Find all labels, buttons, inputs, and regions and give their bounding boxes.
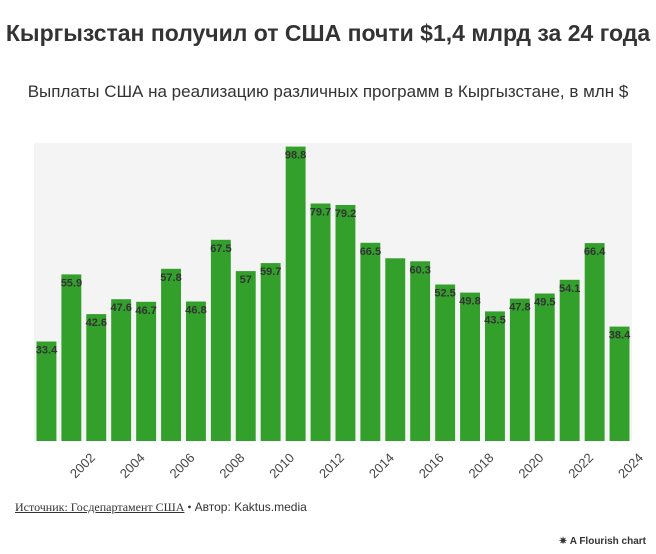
data-label-2024: 38.4 bbox=[609, 330, 631, 342]
bar-2016[interactable] bbox=[410, 261, 431, 441]
bar-2018[interactable] bbox=[460, 292, 480, 441]
data-label-2011: 98.8 bbox=[285, 150, 306, 162]
plot-background bbox=[34, 143, 632, 441]
x-tick-label-2012: 2012 bbox=[316, 450, 347, 481]
footer: Источник: Госдепартамент США • Автор: Ka… bbox=[15, 500, 307, 515]
data-label-2001: 33.4 bbox=[36, 345, 58, 357]
bar-2023[interactable] bbox=[584, 243, 605, 441]
chart-subtitle: Выплаты США на реализацию различных прог… bbox=[27, 82, 629, 101]
bar-2019[interactable] bbox=[485, 311, 505, 441]
x-tick-label-2004: 2004 bbox=[117, 450, 148, 481]
data-label-2006: 57.8 bbox=[160, 272, 181, 284]
data-label-2014: 66.5 bbox=[360, 246, 381, 258]
data-label-2018: 49.8 bbox=[459, 296, 480, 308]
x-tick-label-2018: 2018 bbox=[466, 450, 497, 481]
data-label-2005: 46.7 bbox=[135, 305, 156, 317]
data-label-2003: 42.6 bbox=[86, 317, 107, 329]
bar-2010[interactable] bbox=[260, 263, 281, 441]
bar-2001[interactable] bbox=[36, 341, 57, 442]
x-tick-label-2006: 2006 bbox=[167, 450, 198, 481]
bar-2006[interactable] bbox=[161, 268, 181, 441]
bar-2011[interactable] bbox=[285, 146, 306, 441]
data-label-2013: 79.2 bbox=[335, 208, 356, 220]
bar-2005[interactable] bbox=[136, 301, 157, 441]
data-label-2004: 47.6 bbox=[110, 302, 131, 314]
x-tick-label-2008: 2008 bbox=[216, 450, 247, 481]
bar-2004[interactable] bbox=[111, 299, 132, 441]
data-label-2012: 79.7 bbox=[310, 207, 331, 219]
data-label-2022: 54.1 bbox=[559, 283, 580, 295]
x-tick-label-2016: 2016 bbox=[416, 450, 447, 481]
data-label-2017: 52.5 bbox=[434, 288, 455, 300]
data-label-2023: 66.4 bbox=[584, 246, 606, 258]
x-tick-label-2024: 2024 bbox=[615, 450, 646, 481]
source-link[interactable]: Источник: Госдепартамент США bbox=[15, 500, 185, 514]
x-tick-label-2002: 2002 bbox=[67, 450, 98, 481]
bar-2017[interactable] bbox=[435, 284, 456, 442]
bar-2014[interactable] bbox=[360, 242, 381, 441]
bar-2022[interactable] bbox=[559, 279, 580, 441]
bar-2012[interactable] bbox=[310, 203, 331, 442]
bar-2015[interactable] bbox=[385, 258, 406, 441]
x-tick-label-2010: 2010 bbox=[266, 450, 297, 481]
bar-2007[interactable] bbox=[186, 301, 206, 442]
footer-separator: • bbox=[184, 500, 195, 514]
bar-2008[interactable] bbox=[210, 239, 231, 441]
bar-2009[interactable] bbox=[235, 271, 256, 441]
bar-2020[interactable] bbox=[509, 298, 530, 441]
data-label-2016: 60.3 bbox=[409, 264, 430, 276]
x-tick-label-2022: 2022 bbox=[565, 450, 596, 481]
bar-2003[interactable] bbox=[86, 314, 107, 441]
chart-title: Кыргызстан получил от США почти $1,4 млр… bbox=[5, 20, 651, 46]
bar-2021[interactable] bbox=[534, 293, 555, 442]
x-tick-label-2020: 2020 bbox=[515, 450, 546, 481]
bar-2024[interactable] bbox=[609, 326, 630, 441]
author-text: Автор: Kaktus.media bbox=[194, 500, 307, 514]
data-label-2020: 47.8 bbox=[509, 302, 530, 314]
data-label-2019: 43.5 bbox=[484, 314, 505, 326]
flourish-credit-link[interactable]: ✷ A Flourish chart bbox=[558, 536, 646, 547]
bar-2013[interactable] bbox=[335, 205, 356, 441]
data-label-2021: 49.5 bbox=[534, 297, 555, 309]
data-label-2010: 59.7 bbox=[260, 266, 281, 278]
x-tick-label-2014: 2014 bbox=[366, 450, 397, 481]
data-label-2002: 55.9 bbox=[61, 277, 82, 289]
data-label-2007: 46.8 bbox=[185, 305, 206, 317]
bar-2002[interactable] bbox=[61, 274, 82, 441]
data-label-2009: 57 bbox=[240, 274, 252, 286]
data-label-2008: 67.5 bbox=[210, 243, 231, 255]
